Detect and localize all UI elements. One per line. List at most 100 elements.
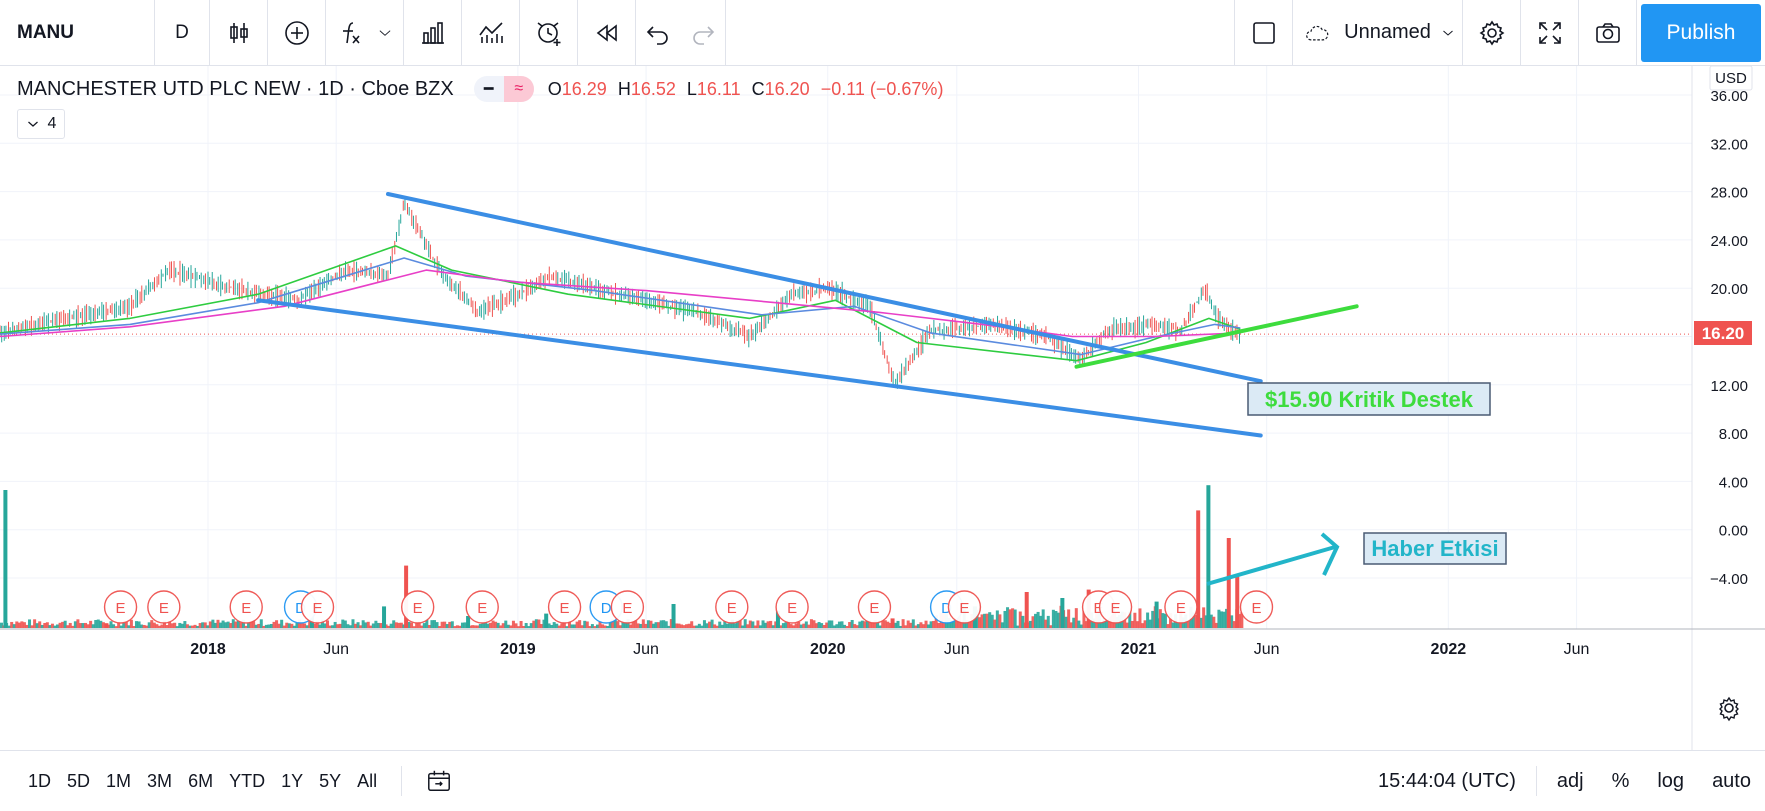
event-marker-label: E bbox=[959, 600, 969, 617]
currency-label: USD bbox=[1715, 70, 1747, 87]
event-marker-label: E bbox=[413, 600, 423, 617]
news-annotation[interactable]: Haber Etkisi bbox=[1206, 532, 1507, 586]
volume-bar bbox=[30, 625, 34, 628]
volume-bar bbox=[753, 625, 757, 628]
volume-bar bbox=[277, 623, 281, 628]
volume-bar bbox=[328, 625, 332, 628]
volume-bar bbox=[911, 619, 915, 628]
range-1d[interactable]: 1D bbox=[28, 770, 52, 791]
drawn-trendlines[interactable] bbox=[256, 192, 1359, 438]
range-6m[interactable]: 6M bbox=[188, 770, 214, 791]
clock[interactable]: 15:44:04 (UTC) bbox=[1378, 769, 1516, 792]
volume-bar bbox=[61, 621, 65, 628]
auto-toggle[interactable]: auto bbox=[1712, 769, 1751, 792]
redo-icon[interactable] bbox=[689, 19, 717, 47]
templates-icon[interactable] bbox=[404, 0, 462, 66]
currency-badge[interactable]: USD bbox=[1709, 66, 1753, 91]
volume-bar bbox=[766, 621, 770, 628]
volume-bar bbox=[855, 625, 859, 628]
volume-bar bbox=[654, 622, 658, 628]
publish-button[interactable]: Publish bbox=[1641, 3, 1761, 62]
volume-bar bbox=[20, 621, 24, 628]
replay-chart-icon[interactable] bbox=[462, 0, 520, 66]
earnings-marker bbox=[610, 590, 645, 624]
volume-bar bbox=[909, 622, 913, 628]
candles-icon[interactable] bbox=[210, 0, 268, 66]
range-1m[interactable]: 1M bbox=[106, 770, 132, 791]
log-toggle[interactable]: log bbox=[1657, 769, 1685, 792]
earnings-marker bbox=[547, 590, 582, 624]
go-to-date-icon[interactable] bbox=[418, 761, 460, 801]
time-tick-label: 2018 bbox=[190, 641, 226, 658]
fullscreen-icon[interactable] bbox=[1521, 0, 1579, 66]
square-icon[interactable] bbox=[1235, 0, 1293, 66]
symbol-search-button[interactable]: MANU bbox=[0, 0, 155, 66]
volume-bar bbox=[412, 626, 416, 628]
volume-bar bbox=[463, 622, 467, 628]
price-tick-label: 12.00 bbox=[1710, 378, 1748, 395]
volume-bar bbox=[336, 624, 340, 628]
add-compare-icon[interactable] bbox=[268, 0, 326, 66]
range-1y[interactable]: 1Y bbox=[281, 770, 304, 791]
settings-icon[interactable] bbox=[1463, 0, 1521, 66]
time-axis[interactable]: 2018 Jun 2019 Jun 2020 Jun 2021 Jun 2022 Jun bbox=[0, 628, 1765, 658]
range-5d[interactable]: 5D bbox=[67, 770, 91, 791]
volume-bar bbox=[537, 619, 541, 628]
volume-bar bbox=[338, 623, 342, 628]
range-ytd[interactable]: YTD bbox=[229, 770, 266, 791]
range-3m[interactable]: 3M bbox=[147, 770, 173, 791]
earnings-marker bbox=[715, 590, 749, 624]
volume-bar bbox=[769, 620, 773, 628]
layout-name-button[interactable]: Unnamed bbox=[1293, 0, 1463, 66]
volume-bar bbox=[455, 625, 459, 628]
indicators-icon[interactable] bbox=[326, 0, 404, 66]
volume-bar bbox=[878, 625, 882, 628]
adj-toggle[interactable]: adj bbox=[1556, 769, 1584, 792]
volume-bar bbox=[145, 625, 149, 628]
interval-button[interactable]: D bbox=[155, 0, 210, 66]
range-all[interactable]: All bbox=[357, 770, 378, 791]
volume-bar bbox=[170, 623, 174, 628]
alert-icon[interactable] bbox=[520, 0, 578, 66]
volume-bar bbox=[863, 621, 867, 628]
volume-bar bbox=[106, 624, 110, 628]
replay-icon[interactable] bbox=[578, 0, 636, 66]
volume-bar bbox=[84, 622, 88, 628]
volume-bar bbox=[692, 625, 696, 628]
percent-toggle[interactable]: % bbox=[1611, 769, 1630, 792]
volume-bar bbox=[326, 620, 330, 628]
volume-bar bbox=[140, 624, 144, 628]
undo-icon[interactable] bbox=[644, 19, 672, 47]
volume-bar bbox=[499, 625, 503, 628]
volume-bar bbox=[906, 620, 910, 628]
volume-bar bbox=[562, 622, 566, 628]
volume-bar bbox=[180, 623, 184, 628]
legend-toggle[interactable]: ━ ≈ bbox=[473, 76, 534, 102]
volume-bar bbox=[275, 620, 279, 628]
volume-bar bbox=[1158, 609, 1162, 628]
volume-bar bbox=[621, 622, 625, 628]
indicators-collapse-button[interactable]: 4 bbox=[17, 109, 65, 139]
volume-bar bbox=[48, 625, 52, 628]
volume-bar bbox=[392, 620, 396, 628]
volume-bar bbox=[827, 620, 831, 628]
volume-bar bbox=[848, 622, 852, 628]
camera-icon[interactable] bbox=[1579, 0, 1637, 66]
legend-title[interactable]: MANCHESTER UTD PLC NEW · 1D · Cboe BZX bbox=[17, 77, 454, 100]
volume-bar bbox=[616, 621, 620, 628]
price-axis[interactable]: 36.0032.0028.0024.0020.0016.0012.008.004… bbox=[1691, 66, 1748, 750]
volume-bar bbox=[1191, 612, 1195, 628]
support-line bbox=[1074, 304, 1359, 369]
support-annotation[interactable]: $15.90 Kritik Destek bbox=[1247, 382, 1491, 416]
settings-icon[interactable] bbox=[1719, 696, 1739, 722]
volume-bar bbox=[50, 623, 54, 628]
range-5y[interactable]: 5Y bbox=[319, 770, 342, 791]
event-marker-label: E bbox=[560, 600, 570, 617]
volume-bar bbox=[830, 620, 834, 628]
volume-bar bbox=[348, 625, 352, 628]
close-value: 16.20 bbox=[764, 78, 810, 99]
event-marker-label: E bbox=[622, 600, 632, 617]
open-key: O bbox=[547, 78, 562, 99]
